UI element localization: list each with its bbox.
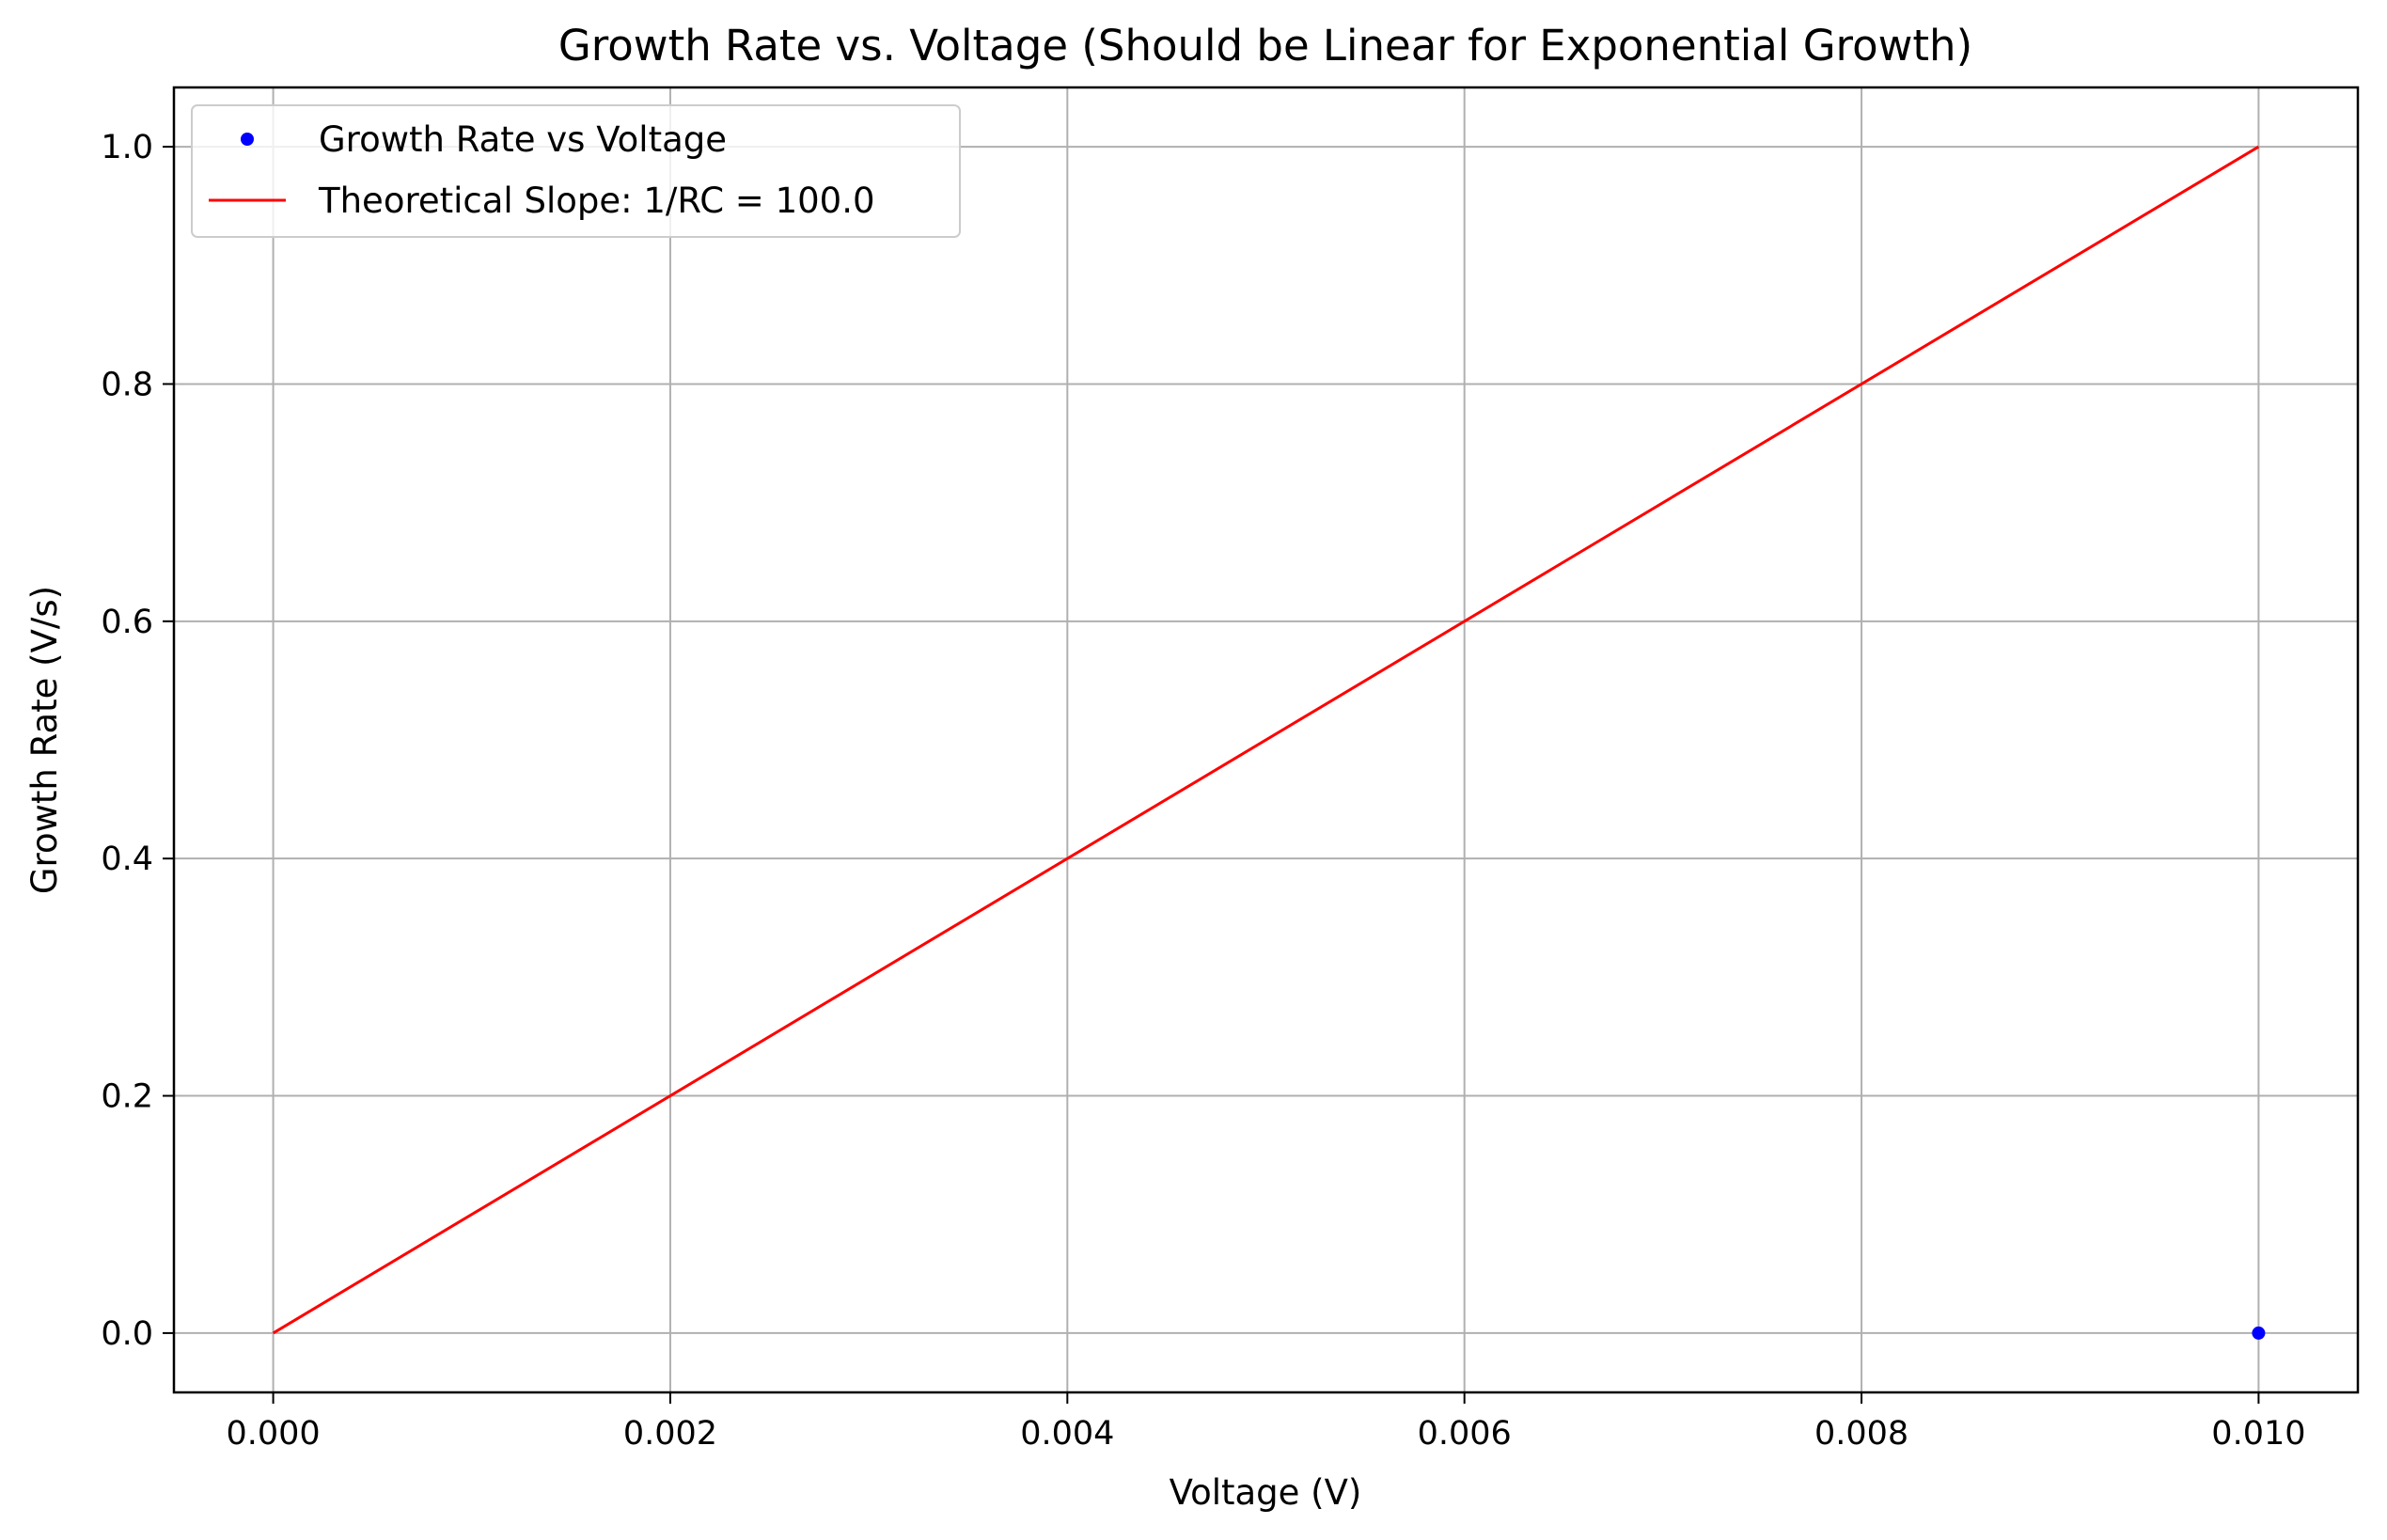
series-layer: [272, 145, 2266, 1340]
x-tick-label: 0.010: [2211, 1415, 2305, 1453]
x-tick-label: 0.004: [1020, 1415, 1114, 1453]
theoretical-slope-line: [272, 145, 2260, 1335]
legend-label-scatter: Growth Rate vs Voltage: [319, 119, 727, 160]
x-tick-label: 0.008: [1814, 1415, 1908, 1453]
chart-title: Growth Rate vs. Voltage (Should be Linea…: [558, 21, 1972, 71]
y-tick-label: 0.4: [101, 841, 153, 878]
x-tick-label: 0.002: [623, 1415, 717, 1453]
y-tick-label: 1.0: [101, 129, 153, 166]
growth-rate-point: [2252, 1326, 2266, 1340]
y-tick-label: 0.6: [101, 604, 153, 641]
y-tick-label: 0.0: [101, 1315, 153, 1353]
legend-label-line: Theoretical Slope: 1/RC = 100.0: [318, 181, 875, 221]
y-tick-label: 0.8: [101, 366, 153, 403]
legend-frame: [191, 104, 961, 238]
grid-layer: [174, 87, 2358, 1392]
x-axis-label: Voltage (V): [1170, 1472, 1362, 1513]
y-axis-label: Growth Rate (V/s): [24, 586, 65, 894]
x-tick-label: 0.006: [1418, 1415, 1512, 1453]
plot-area-frame: [172, 86, 2360, 1394]
y-tick-label: 0.2: [101, 1078, 153, 1116]
x-tick-label: 0.000: [226, 1415, 320, 1453]
legend-marker-scatter: [241, 133, 254, 146]
legend: Growth Rate vs Voltage Theoretical Slope…: [191, 104, 961, 238]
tick-layer: 0.000 0.002 0.004 0.006 0.008 0.010 0.0 0.2 0.4 0…: [101, 129, 2305, 1453]
